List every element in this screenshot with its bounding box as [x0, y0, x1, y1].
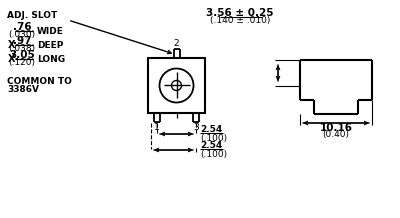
Text: (.100): (.100) [200, 133, 227, 143]
Text: 3.05: 3.05 [9, 50, 35, 60]
Text: (.030): (.030) [8, 31, 36, 39]
Text: 3: 3 [193, 123, 199, 131]
Text: WIDE: WIDE [37, 27, 64, 36]
Text: 2.54: 2.54 [200, 126, 222, 135]
Text: X: X [8, 54, 16, 64]
Text: COMMON TO: COMMON TO [7, 78, 72, 87]
Text: 1: 1 [154, 123, 160, 131]
Text: 3.56 ± 0.25: 3.56 ± 0.25 [206, 8, 274, 18]
Text: DEEP: DEEP [37, 41, 63, 49]
Text: (.100): (.100) [200, 150, 227, 158]
Text: LONG: LONG [37, 54, 65, 63]
Text: X: X [8, 40, 16, 50]
Text: 2.54: 2.54 [200, 141, 222, 150]
Text: .97: .97 [13, 36, 31, 46]
Text: 3386V: 3386V [7, 85, 39, 94]
Text: 2: 2 [174, 39, 179, 48]
Text: .76: .76 [13, 22, 31, 32]
Text: (.120): (.120) [8, 58, 36, 68]
Text: (.038): (.038) [8, 44, 36, 53]
Text: ADJ. SLOT: ADJ. SLOT [7, 12, 57, 20]
Bar [148, 58, 205, 113]
Text: 10.16: 10.16 [320, 123, 352, 133]
Text: (.140 ± .010): (.140 ± .010) [210, 17, 270, 26]
Text: (0.40): (0.40) [322, 131, 350, 140]
